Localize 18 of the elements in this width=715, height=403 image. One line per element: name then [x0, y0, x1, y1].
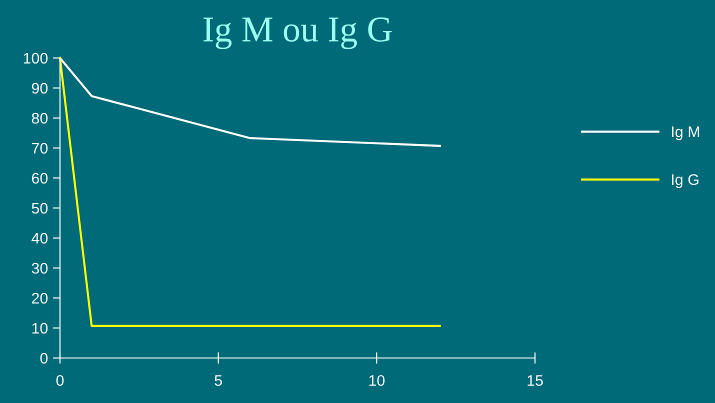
y-tick-label: 100 — [24, 52, 48, 64]
chart-title: Ig M ou Ig G — [204, 17, 392, 50]
legend-label: Ig M — [672, 126, 700, 140]
y-tick-label: 20 — [32, 292, 48, 304]
legend-label: Ig G — [672, 174, 698, 188]
y-tick-label: 90 — [32, 82, 48, 94]
x-tick-label: 15 — [528, 375, 543, 386]
y-tick-label: 70 — [32, 142, 48, 154]
y-tick-label: 60 — [32, 172, 48, 184]
y-tick-label: 50 — [32, 202, 48, 214]
y-tick-label: 30 — [32, 262, 48, 274]
x-tick-label: 10 — [369, 375, 385, 386]
x-tick-label: 5 — [214, 375, 222, 386]
x-tick-label: 0 — [56, 375, 64, 386]
y-tick-label: 10 — [32, 322, 48, 334]
y-tick-label: 80 — [32, 112, 48, 124]
y-tick-label: 40 — [32, 232, 48, 244]
y-tick-label: 0 — [40, 352, 48, 364]
